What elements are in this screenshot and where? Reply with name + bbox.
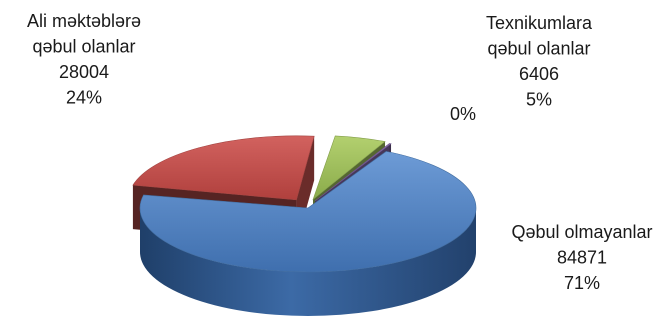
data-label-zero: 0% <box>450 104 476 124</box>
data-label-texnikumlar: Texnikumlara qəbul olanlar 6406 5% <box>486 13 593 110</box>
percent-label: 0% <box>450 104 476 124</box>
value-label: 6406 <box>519 64 559 84</box>
pie-slices <box>132 135 477 316</box>
data-label-ali-mektebler: Ali məktəblərə qəbul olanlar 28004 24% <box>27 11 141 108</box>
category-label: qəbul olanlar <box>32 37 135 57</box>
data-label-qebul-olmayanlar: Qəbul olmayanlar 84871 71% <box>511 222 652 293</box>
value-label: 28004 <box>59 62 109 82</box>
pie-slice-top <box>139 151 477 273</box>
category-label: qəbul olanlar <box>487 39 590 59</box>
pie-slice-wall <box>140 208 476 316</box>
percent-label: 5% <box>526 90 552 110</box>
percent-label: 71% <box>564 273 600 293</box>
value-label: 84871 <box>557 248 607 268</box>
pie-labels: Qəbul olmayanlar 84871 71% Ali məktəblərə qə… <box>27 11 653 293</box>
pie-slice-top <box>314 143 392 202</box>
percent-label: 24% <box>66 88 102 108</box>
category-label: Texnikumlara <box>486 13 593 33</box>
pie-slice-top <box>312 135 386 201</box>
pie-slice-top <box>132 135 315 201</box>
pie-slice-qebul-olmayanlar <box>139 151 477 316</box>
category-label: Ali məktəblərə <box>27 11 141 31</box>
category-label: Qəbul olmayanlar <box>511 222 652 242</box>
